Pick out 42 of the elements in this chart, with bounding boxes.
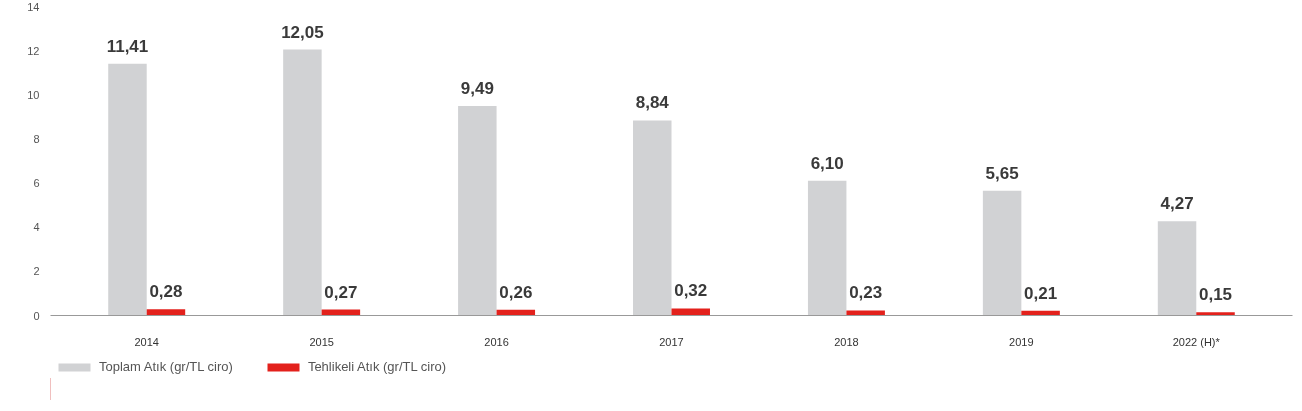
data-label: 0,32 <box>674 281 708 301</box>
x-tick-label: 2016 <box>484 335 509 348</box>
y-tick-label: 10 <box>27 88 40 101</box>
x-tick-label: 2014 <box>134 335 159 348</box>
data-label: 5,65 <box>985 163 1019 183</box>
y-tick-label: 2 <box>33 265 40 278</box>
x-tick-label: 2019 <box>1009 335 1034 348</box>
legend-label: Tehlikeli Atık (gr/TL ciro) <box>307 359 447 374</box>
data-label: 0,23 <box>849 283 883 303</box>
data-label: 4,27 <box>1160 194 1194 214</box>
bar <box>108 63 147 316</box>
bar <box>982 190 1022 316</box>
bar <box>671 308 710 316</box>
bar <box>846 310 885 316</box>
data-label: 0,15 <box>1198 285 1233 305</box>
y-tick-label: 12 <box>27 44 40 57</box>
y-tick-label: 4 <box>33 221 40 234</box>
bar <box>458 106 497 316</box>
x-tick-label: 2017 <box>659 335 684 348</box>
data-label: 8,84 <box>635 93 670 113</box>
legend-label: Toplam Atık (gr/TL ciro) <box>99 359 233 374</box>
data-label: 0,26 <box>499 282 533 302</box>
data-label: 0,21 <box>1024 283 1058 303</box>
data-label: 0,28 <box>149 282 183 302</box>
bar <box>633 120 672 316</box>
bar <box>1196 312 1235 316</box>
data-label: 6,10 <box>810 153 844 173</box>
bar <box>146 309 186 316</box>
x-tick-label: 2015 <box>309 335 334 348</box>
x-tick-label: 2022 (H)* <box>1172 335 1221 348</box>
y-tick-label: 8 <box>33 132 40 145</box>
data-label: 0,27 <box>324 282 358 302</box>
data-label: 9,49 <box>460 79 494 99</box>
x-tick-label: 2018 <box>834 335 859 348</box>
bar <box>1157 221 1197 316</box>
data-label: 11,41 <box>106 36 149 56</box>
bar <box>283 49 322 316</box>
bar <box>807 180 847 316</box>
y-tick-label: 0 <box>33 309 40 322</box>
y-tick-label: 14 <box>27 0 40 13</box>
data-label: 12,05 <box>281 22 324 42</box>
y-tick-label: 6 <box>33 177 40 190</box>
